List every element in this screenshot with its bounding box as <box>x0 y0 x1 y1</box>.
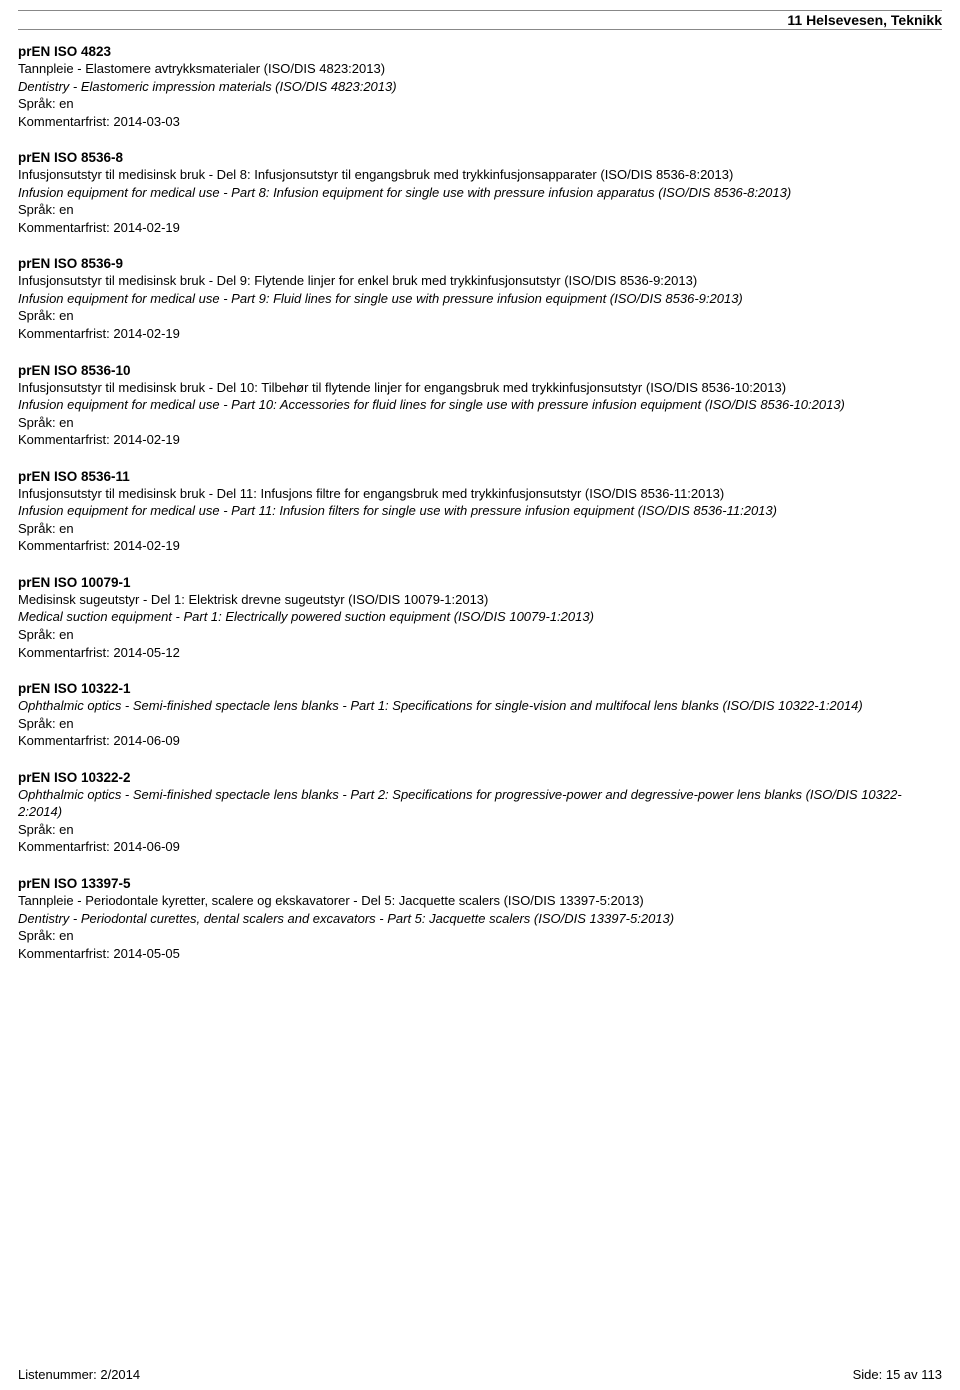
title-norwegian: Infusjonsutstyr til medisinsk bruk - Del… <box>18 166 942 184</box>
footer-left: Listenummer: 2/2014 <box>18 1367 140 1382</box>
language-line: Språk: en <box>18 927 942 945</box>
language-line: Språk: en <box>18 95 942 113</box>
standard-entry: prEN ISO 10322-2Ophthalmic optics - Semi… <box>18 770 942 856</box>
title-english: Ophthalmic optics - Semi-finished specta… <box>18 786 942 821</box>
title-norwegian: Tannpleie - Periodontale kyretter, scale… <box>18 892 942 910</box>
title-norwegian: Infusjonsutstyr til medisinsk bruk - Del… <box>18 272 942 290</box>
standard-entry: prEN ISO 8536-10Infusjonsutstyr til medi… <box>18 363 942 449</box>
standard-code: prEN ISO 10079-1 <box>18 575 942 590</box>
title-english: Dentistry - Periodontal curettes, dental… <box>18 910 942 928</box>
standard-entry: prEN ISO 8536-8Infusjonsutstyr til medis… <box>18 150 942 236</box>
standard-code: prEN ISO 8536-11 <box>18 469 942 484</box>
language-line: Språk: en <box>18 307 942 325</box>
standard-entry: prEN ISO 10079-1Medisinsk sugeutstyr - D… <box>18 575 942 661</box>
title-norwegian: Infusjonsutstyr til medisinsk bruk - Del… <box>18 485 942 503</box>
page-footer: Listenummer: 2/2014 Side: 15 av 113 <box>18 1359 942 1382</box>
standard-entry: prEN ISO 13397-5Tannpleie - Periodontale… <box>18 876 942 962</box>
title-norwegian: Tannpleie - Elastomere avtrykksmateriale… <box>18 60 942 78</box>
footer-right: Side: 15 av 113 <box>853 1367 942 1382</box>
standard-entry: prEN ISO 4823Tannpleie - Elastomere avtr… <box>18 44 942 130</box>
comment-deadline: Kommentarfrist: 2014-06-09 <box>18 838 942 856</box>
standard-entry: prEN ISO 10322-1Ophthalmic optics - Semi… <box>18 681 942 750</box>
language-line: Språk: en <box>18 821 942 839</box>
standard-code: prEN ISO 8536-8 <box>18 150 942 165</box>
comment-deadline: Kommentarfrist: 2014-06-09 <box>18 732 942 750</box>
standard-code: prEN ISO 10322-1 <box>18 681 942 696</box>
language-line: Språk: en <box>18 201 942 219</box>
title-norwegian: Medisinsk sugeutstyr - Del 1: Elektrisk … <box>18 591 942 609</box>
comment-deadline: Kommentarfrist: 2014-03-03 <box>18 113 942 131</box>
title-english: Infusion equipment for medical use - Par… <box>18 502 942 520</box>
comment-deadline: Kommentarfrist: 2014-02-19 <box>18 537 942 555</box>
standard-code: prEN ISO 4823 <box>18 44 942 59</box>
standard-code: prEN ISO 8536-10 <box>18 363 942 378</box>
title-english: Infusion equipment for medical use - Par… <box>18 396 942 414</box>
language-line: Språk: en <box>18 626 942 644</box>
page-header: 11 Helsevesen, Teknikk <box>18 10 942 30</box>
title-english: Medical suction equipment - Part 1: Elec… <box>18 608 942 626</box>
comment-deadline: Kommentarfrist: 2014-02-19 <box>18 431 942 449</box>
comment-deadline: Kommentarfrist: 2014-05-12 <box>18 644 942 662</box>
title-english: Infusion equipment for medical use - Par… <box>18 290 942 308</box>
title-english: Infusion equipment for medical use - Par… <box>18 184 942 202</box>
standard-code: prEN ISO 10322-2 <box>18 770 942 785</box>
title-english: Ophthalmic optics - Semi-finished specta… <box>18 697 942 715</box>
comment-deadline: Kommentarfrist: 2014-02-19 <box>18 325 942 343</box>
standard-code: prEN ISO 13397-5 <box>18 876 942 891</box>
title-norwegian: Infusjonsutstyr til medisinsk bruk - Del… <box>18 379 942 397</box>
entries-container: prEN ISO 4823Tannpleie - Elastomere avtr… <box>18 44 942 1359</box>
language-line: Språk: en <box>18 520 942 538</box>
standard-code: prEN ISO 8536-9 <box>18 256 942 271</box>
language-line: Språk: en <box>18 715 942 733</box>
standard-entry: prEN ISO 8536-9Infusjonsutstyr til medis… <box>18 256 942 342</box>
comment-deadline: Kommentarfrist: 2014-02-19 <box>18 219 942 237</box>
title-english: Dentistry - Elastomeric impression mater… <box>18 78 942 96</box>
standard-entry: prEN ISO 8536-11Infusjonsutstyr til medi… <box>18 469 942 555</box>
comment-deadline: Kommentarfrist: 2014-05-05 <box>18 945 942 963</box>
language-line: Språk: en <box>18 414 942 432</box>
